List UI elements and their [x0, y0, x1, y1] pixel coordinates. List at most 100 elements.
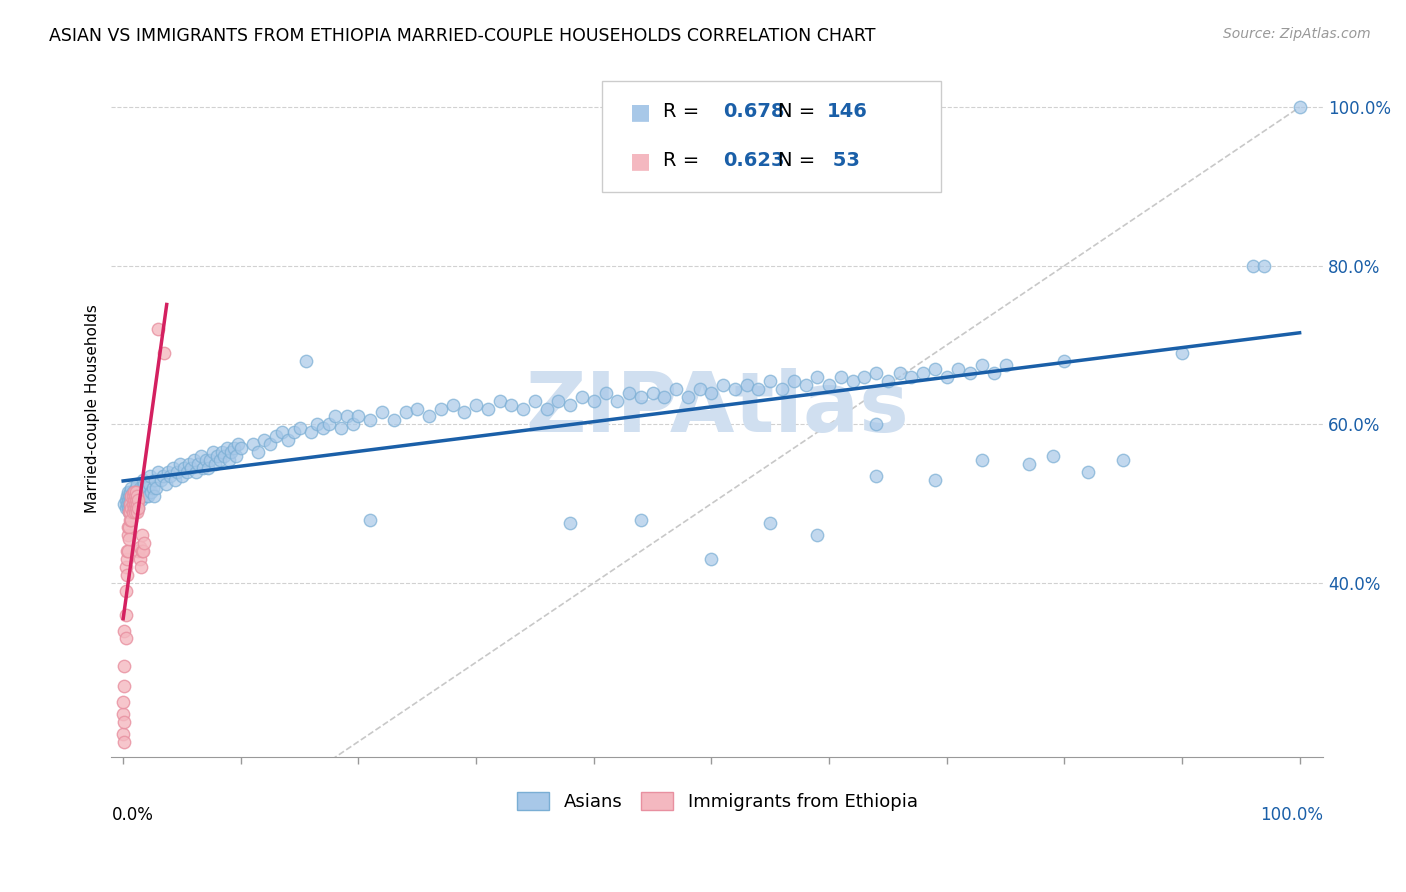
Point [155, 476, 177, 491]
Text: N =: N = [778, 103, 815, 121]
Point [359, 413, 381, 427]
Text: R =: R = [662, 103, 706, 121]
Point [959, 366, 981, 380]
Y-axis label: Married-couple Households: Married-couple Households [86, 304, 100, 513]
Point [1171, 346, 1194, 360]
Point [724, 382, 747, 396]
Point [523, 393, 546, 408]
Point [630, 512, 652, 526]
Point [889, 366, 911, 380]
Text: ASIAN VS IMMIGRANTS FROM ETHIOPIA MARRIED-COUPLE HOUSEHOLDS CORRELATION CHART: ASIAN VS IMMIGRANTS FROM ETHIOPIA MARRIE… [49, 27, 876, 45]
Point [630, 390, 652, 404]
Text: ■: ■ [630, 151, 651, 170]
Point [371, 405, 394, 419]
Point [120, 512, 142, 526]
Point [747, 382, 769, 396]
Point [139, 469, 162, 483]
Point [617, 385, 640, 400]
Point [394, 405, 416, 419]
Point [948, 362, 970, 376]
Point [128, 481, 150, 495]
Point [117, 484, 139, 499]
Point [970, 453, 993, 467]
Point [512, 401, 534, 416]
Point [120, 497, 142, 511]
Point [117, 520, 139, 534]
Point [1288, 100, 1310, 114]
Point [112, 695, 135, 709]
Point [162, 461, 184, 475]
Point [654, 390, 676, 404]
Point [125, 484, 148, 499]
Point [114, 560, 136, 574]
Point [841, 374, 863, 388]
Point [935, 369, 957, 384]
Point [118, 497, 141, 511]
Point [924, 362, 946, 376]
Text: 100.0%: 100.0% [1260, 806, 1323, 824]
Point [127, 492, 149, 507]
Point [127, 544, 149, 558]
Point [124, 497, 146, 511]
Point [115, 552, 138, 566]
Point [222, 441, 245, 455]
Point [1112, 453, 1135, 467]
Point [242, 437, 264, 451]
Point [865, 469, 887, 483]
Point [170, 469, 193, 483]
Point [194, 453, 217, 467]
Point [124, 489, 146, 503]
Point [1018, 457, 1040, 471]
Point [114, 632, 136, 646]
Point [128, 541, 150, 555]
Point [112, 624, 135, 638]
Point [197, 461, 219, 475]
Point [112, 659, 135, 673]
Point [122, 489, 145, 503]
Point [127, 492, 149, 507]
Point [689, 382, 711, 396]
Point [120, 505, 142, 519]
FancyBboxPatch shape [602, 80, 942, 192]
Point [477, 401, 499, 416]
Point [595, 385, 617, 400]
Legend: Asians, Immigrants from Ethiopia: Asians, Immigrants from Ethiopia [510, 784, 925, 818]
Point [641, 385, 664, 400]
Point [166, 465, 188, 479]
Point [120, 500, 142, 515]
Point [120, 500, 142, 515]
Point [128, 489, 150, 503]
Point [536, 401, 558, 416]
Point [120, 492, 142, 507]
Point [131, 481, 153, 495]
Point [145, 481, 167, 495]
Point [115, 568, 138, 582]
Point [122, 492, 145, 507]
Point [271, 425, 294, 440]
Point [312, 421, 335, 435]
Point [406, 401, 429, 416]
Point [132, 544, 155, 558]
Point [441, 398, 464, 412]
Point [118, 505, 141, 519]
Point [488, 393, 510, 408]
Point [283, 425, 305, 440]
Point [118, 533, 141, 547]
Point [125, 500, 148, 515]
Point [259, 437, 281, 451]
Point [118, 505, 141, 519]
Point [187, 457, 209, 471]
Point [129, 492, 152, 507]
Point [121, 492, 143, 507]
Point [204, 457, 226, 471]
Point [117, 500, 139, 515]
Point [453, 405, 475, 419]
Point [853, 369, 876, 384]
Point [117, 528, 139, 542]
Point [122, 484, 145, 499]
Point [177, 457, 200, 471]
Point [560, 398, 582, 412]
Point [152, 469, 174, 483]
Point [153, 346, 176, 360]
Point [127, 497, 149, 511]
